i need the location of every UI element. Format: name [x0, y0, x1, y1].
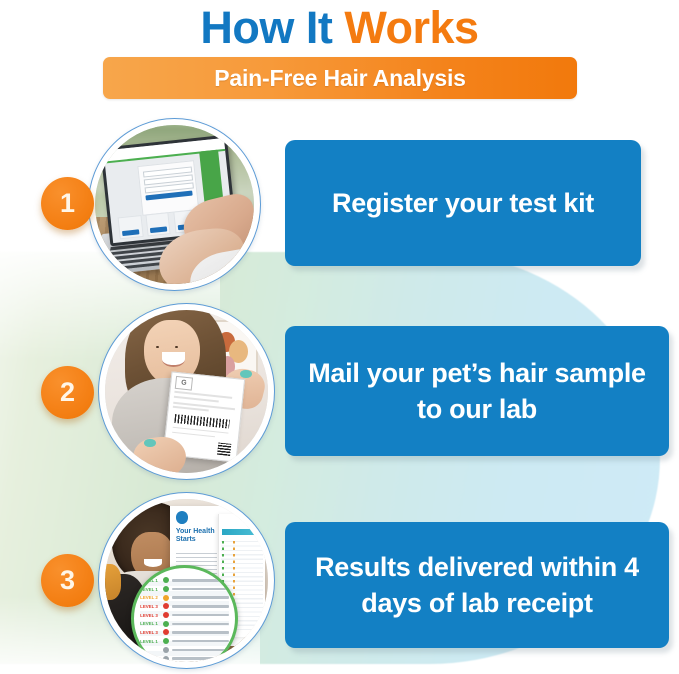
page-title-part-one: How It: [200, 2, 345, 53]
magnifier-row-dot: [162, 586, 169, 593]
magnifier-row: LEVEL 3: [140, 611, 230, 620]
magnifier-row-level: LEVEL 2: [140, 595, 158, 601]
step-3-text: Results delivered within 4 days of lab r…: [315, 552, 639, 618]
step-1-text: Register your test kit: [332, 188, 594, 218]
step-1-number-badge: 1: [41, 177, 94, 230]
woman-holding-package-photo: G: [105, 310, 268, 473]
page-title: How It Works: [0, 0, 679, 54]
step-3-photo-ring: Your Health Starts LEVEL 1 LEVEL 1 LEVEL 2…: [98, 492, 275, 669]
magnifier-row-text: [171, 631, 230, 634]
woman-with-dog-results-photo: Your Health Starts LEVEL 1 LEVEL 1 LEVEL 2…: [105, 499, 268, 662]
page-title-part-two: Works: [344, 2, 479, 53]
magnifier-row-level: LEVEL 3: [140, 629, 158, 635]
magnifier-row: [140, 654, 230, 662]
laptop-registration-photo: [95, 125, 254, 284]
step-3-number-badge: 3: [41, 554, 94, 607]
magnifier-row: [140, 645, 230, 654]
magnifier-row-text: [171, 596, 230, 600]
magnifier-row-dot: [162, 594, 169, 601]
magnifier-row-dot: [162, 620, 169, 627]
step-3-number: 3: [59, 565, 76, 595]
magnifier-row: LEVEL 1: [140, 576, 230, 585]
magnifier-row-level: LEVEL 3: [140, 603, 158, 609]
magnifier-row-level: LEVEL 1: [140, 621, 158, 627]
subtitle-banner: Pain-Free Hair Analysis: [103, 57, 577, 99]
magnifier-row-dot: [162, 646, 169, 653]
step-3-card: Results delivered within 4 days of lab r…: [285, 522, 669, 648]
magnifier-row: LEVEL 3: [140, 628, 230, 637]
magnifier-row-dot: [162, 577, 169, 584]
barcode-icon: [174, 413, 230, 429]
magnifier-row-text: [171, 657, 230, 660]
header: How It Works: [0, 0, 679, 54]
step-2-number-badge: 2: [41, 366, 94, 419]
magnifier-row-text: [171, 622, 230, 626]
magnifier-row-text: [171, 587, 230, 591]
magnifier-row: LEVEL 1: [140, 619, 230, 628]
magnifier-inset: LEVEL 1 LEVEL 1 LEVEL 2 LEVEL 3 LEVEL 3 LEVEL…: [131, 564, 239, 662]
magnifier-row-level: LEVEL 3: [140, 612, 158, 618]
magnifier-row-level: LEVEL 1: [140, 586, 158, 592]
magnifier-row: LEVEL 1: [140, 637, 230, 646]
magnifier-row-text: [171, 579, 230, 582]
step-2-card: Mail your pet’s hair sample to our lab: [285, 326, 669, 456]
step-1-card: Register your test kit: [285, 140, 641, 266]
magnifier-row-text: [171, 639, 230, 643]
subtitle-banner-label: Pain-Free Hair Analysis: [214, 64, 466, 91]
step-2-photo-ring: G: [98, 303, 275, 480]
magnifier-row: LEVEL 3: [140, 602, 230, 611]
magnifier-row-dot: [162, 612, 169, 619]
step-2-text: Mail your pet’s hair sample to our lab: [308, 358, 646, 424]
step-1-number: 1: [59, 188, 76, 218]
report-title: Your Health Starts: [175, 527, 215, 543]
magnifier-row-text: [171, 613, 230, 617]
magnifier-row-text: [171, 648, 230, 652]
magnifier-row-dot: [162, 638, 169, 645]
magnifier-row-level: LEVEL 1: [140, 577, 158, 583]
magnifier-row-dot: [162, 655, 169, 662]
magnifier-row: LEVEL 1: [140, 584, 230, 593]
magnifier-row-dot: [162, 603, 169, 610]
magnifier-row-text: [171, 605, 230, 608]
package-letter-label: G: [175, 376, 193, 391]
step-1-photo-ring: [88, 118, 261, 291]
magnifier-row-dot: [162, 629, 169, 636]
magnifier-row-level: LEVEL 1: [140, 638, 158, 644]
step-2-number: 2: [59, 377, 76, 407]
qr-code-icon: [217, 443, 232, 456]
report-logo-icon: [175, 511, 189, 524]
magnifier-row: LEVEL 2: [140, 593, 230, 602]
